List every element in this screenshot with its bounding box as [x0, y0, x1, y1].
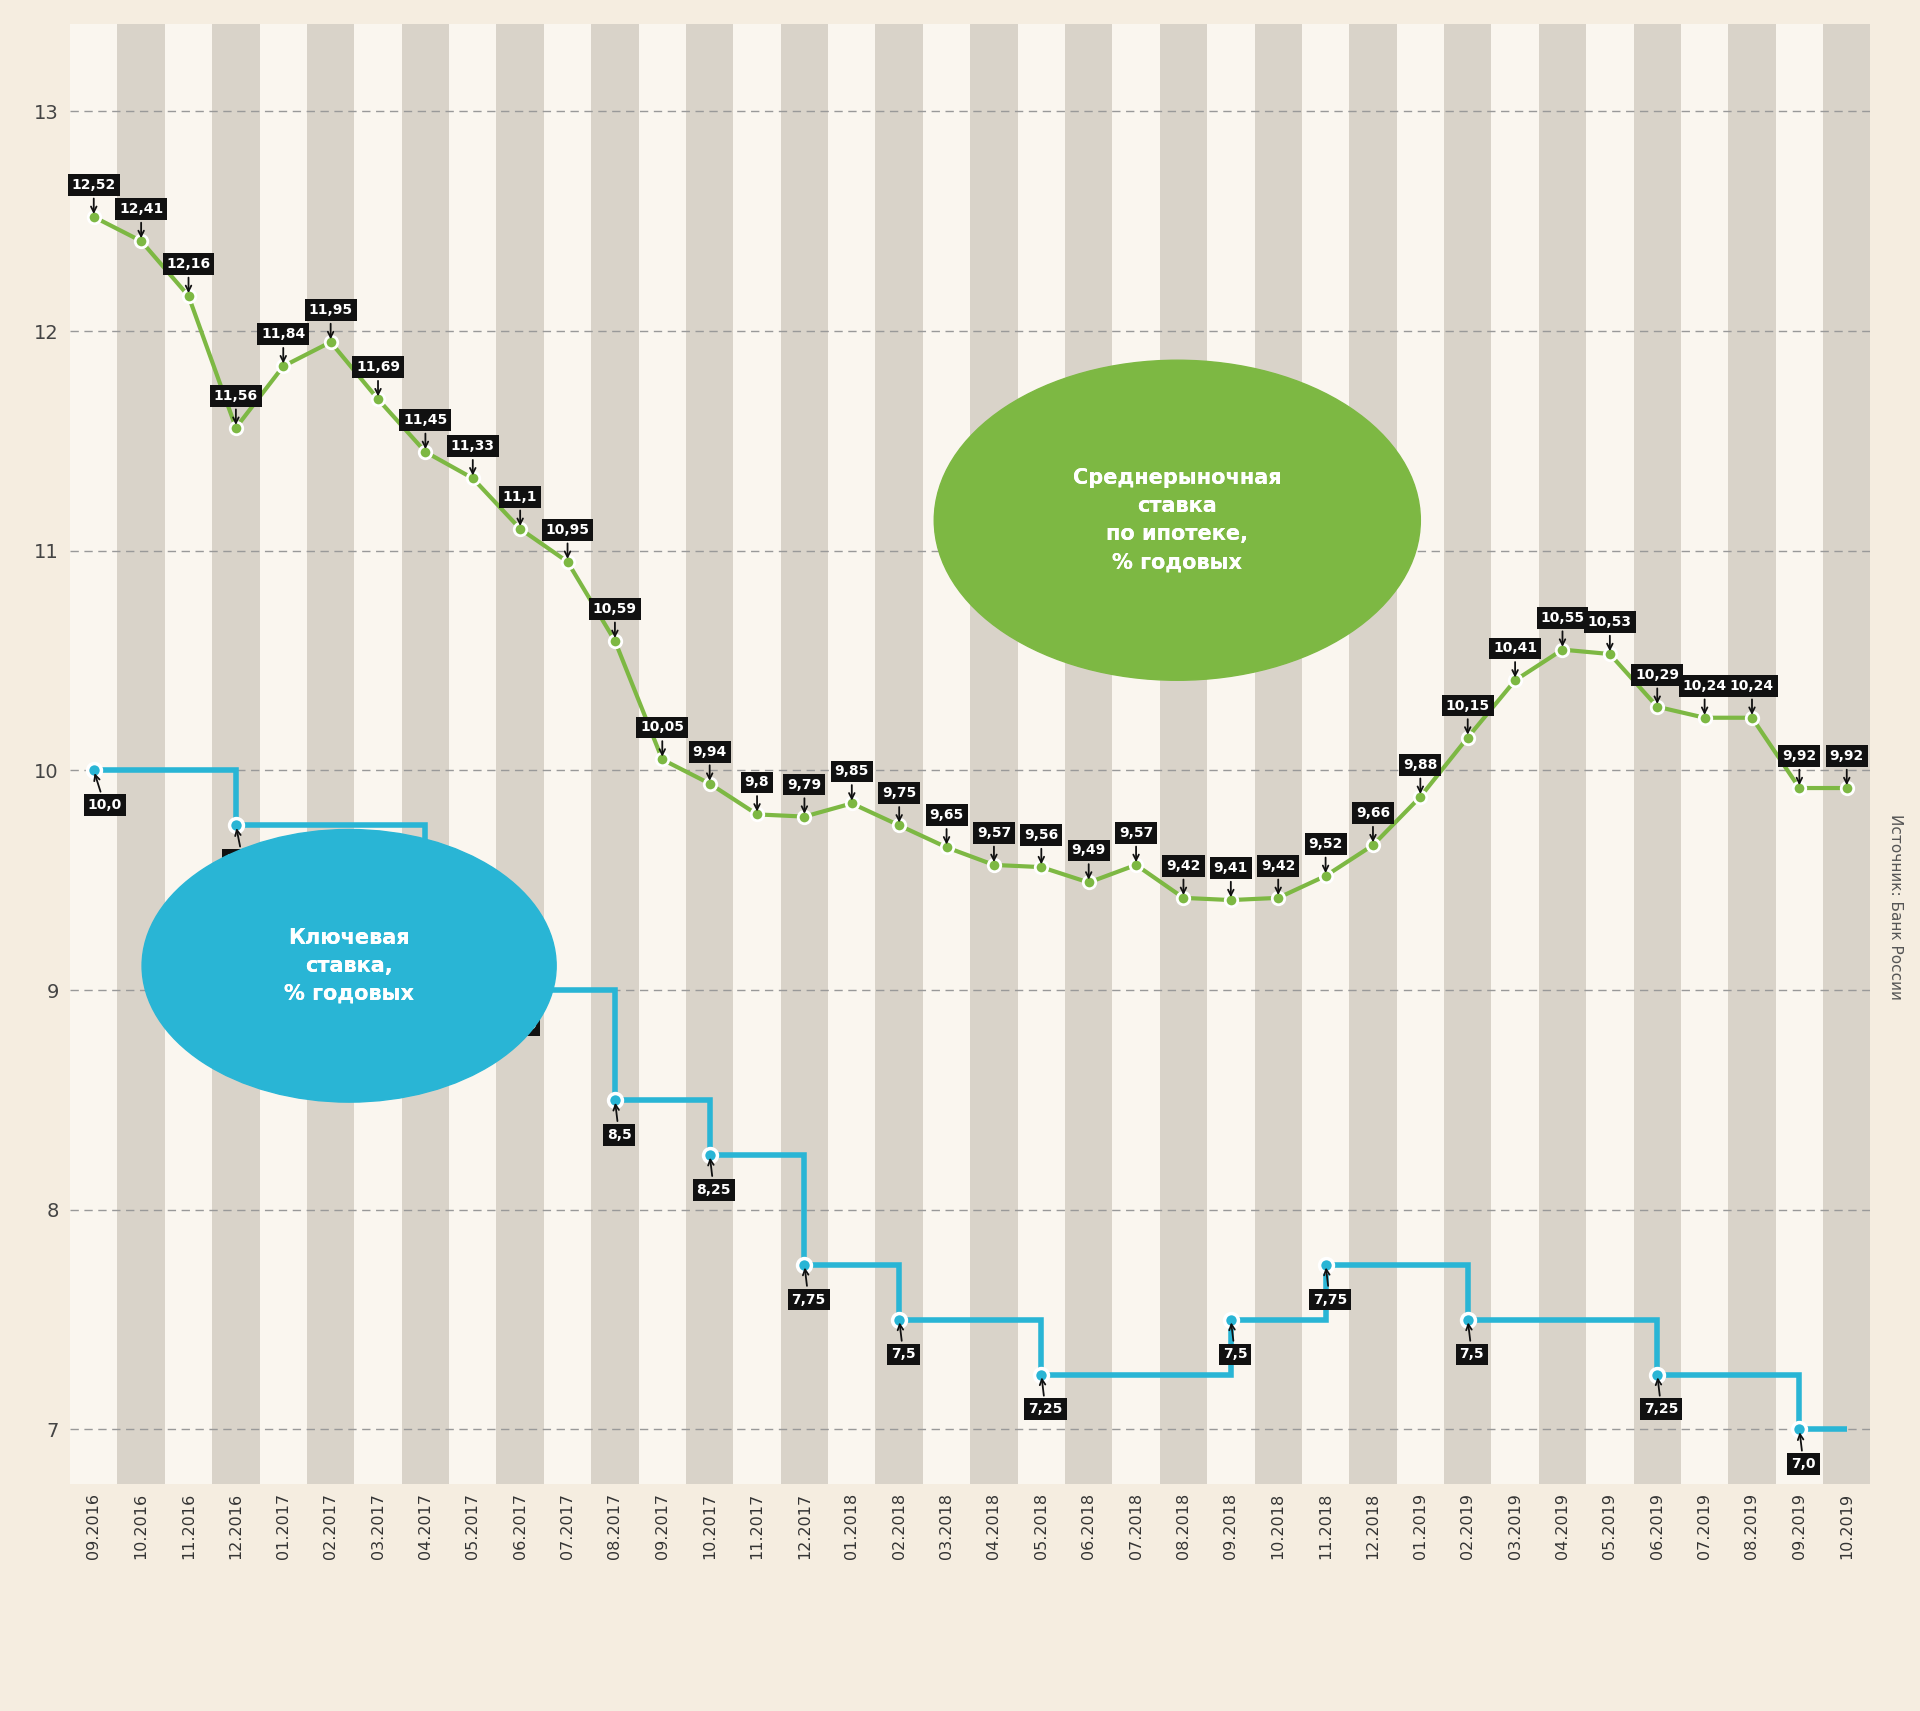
Bar [449, 24, 497, 1485]
Text: Среднерыночная
ставка
по ипотеке,
% годовых: Среднерыночная ставка по ипотеке, % годо… [1073, 469, 1283, 571]
Text: 9,66: 9,66 [1356, 806, 1390, 840]
Bar [1302, 24, 1350, 1485]
Text: 9,0: 9,0 [513, 994, 536, 1032]
Text: 9,79: 9,79 [787, 777, 822, 811]
Text: 11,45: 11,45 [403, 412, 447, 447]
Text: 9,41: 9,41 [1213, 861, 1248, 895]
Bar [543, 24, 591, 1485]
Bar [591, 24, 639, 1485]
Text: 10,15: 10,15 [1446, 698, 1490, 732]
Text: Ключевая
ставка,
% годовых: Ключевая ставка, % годовых [284, 927, 415, 1004]
Text: Среднерыночная
ставка
по ипотеке,
% годовых: Среднерыночная ставка по ипотеке, % годо… [1073, 469, 1283, 571]
Bar [970, 24, 1018, 1485]
Text: 9,75: 9,75 [227, 830, 259, 867]
Bar [828, 24, 876, 1485]
Text: 10,41: 10,41 [1494, 642, 1538, 676]
Bar [1160, 24, 1208, 1485]
Text: 9,57: 9,57 [977, 826, 1012, 861]
Bar [1634, 24, 1680, 1485]
Text: 11,69: 11,69 [355, 361, 399, 395]
Bar [1066, 24, 1112, 1485]
Text: 9,88: 9,88 [1404, 758, 1438, 792]
Text: 9,56: 9,56 [1023, 828, 1058, 862]
Text: 10,05: 10,05 [639, 720, 684, 755]
Text: 11,56: 11,56 [213, 388, 257, 423]
Text: 9,75: 9,75 [881, 787, 916, 821]
Text: 10,0: 10,0 [88, 775, 123, 813]
Bar [1018, 24, 1066, 1485]
Bar [1728, 24, 1776, 1485]
Text: 11,84: 11,84 [261, 327, 305, 361]
Ellipse shape [142, 830, 557, 1102]
Text: 7,0: 7,0 [1791, 1434, 1816, 1471]
Bar [1112, 24, 1160, 1485]
Bar [259, 24, 307, 1485]
Text: 10,55: 10,55 [1540, 611, 1584, 645]
Text: 10,53: 10,53 [1588, 614, 1632, 648]
Text: 7,5: 7,5 [891, 1324, 916, 1362]
Text: 10,29: 10,29 [1636, 667, 1680, 702]
Bar [1444, 24, 1492, 1485]
Text: Ключевая
ставка,
% годовых: Ключевая ставка, % годовых [284, 927, 415, 1004]
Text: 11,1: 11,1 [503, 489, 538, 524]
Bar [876, 24, 924, 1485]
Bar [639, 24, 685, 1485]
Text: 7,5: 7,5 [1223, 1324, 1248, 1362]
Text: 9,85: 9,85 [835, 765, 870, 799]
Text: 11,95: 11,95 [309, 303, 353, 337]
Text: 10,95: 10,95 [545, 524, 589, 558]
Text: 9,25: 9,25 [415, 939, 449, 977]
Text: 10,24: 10,24 [1730, 679, 1774, 713]
Text: 9,57: 9,57 [1119, 826, 1154, 861]
Text: 9,49: 9,49 [1071, 844, 1106, 878]
Text: 7,25: 7,25 [1644, 1379, 1678, 1417]
Text: 7,25: 7,25 [1029, 1379, 1062, 1417]
Bar [1586, 24, 1634, 1485]
Bar [1492, 24, 1538, 1485]
Bar [733, 24, 781, 1485]
Bar [69, 24, 117, 1485]
Text: 8,5: 8,5 [607, 1105, 632, 1141]
Text: Источник: Банк России: Источник: Банк России [1887, 814, 1903, 999]
Bar [1680, 24, 1728, 1485]
Text: 7,75: 7,75 [1313, 1270, 1348, 1307]
Bar [1208, 24, 1254, 1485]
Bar [1396, 24, 1444, 1485]
Text: 9,42: 9,42 [1165, 859, 1200, 893]
Bar [497, 24, 543, 1485]
Text: 10,24: 10,24 [1682, 679, 1726, 713]
Text: 7,75: 7,75 [791, 1270, 826, 1307]
Bar [213, 24, 259, 1485]
Ellipse shape [935, 361, 1421, 681]
Text: 12,16: 12,16 [167, 257, 211, 291]
Text: 9,8: 9,8 [745, 775, 770, 809]
Text: 9,92: 9,92 [1782, 749, 1816, 784]
Bar [781, 24, 828, 1485]
Bar [685, 24, 733, 1485]
Bar [401, 24, 449, 1485]
Bar [924, 24, 970, 1485]
Bar [165, 24, 213, 1485]
Text: 11,33: 11,33 [451, 440, 495, 474]
Bar [117, 24, 165, 1485]
Text: 12,41: 12,41 [119, 202, 163, 236]
Text: 10,59: 10,59 [593, 602, 637, 636]
Text: 9,92: 9,92 [1830, 749, 1864, 784]
Bar [1538, 24, 1586, 1485]
Text: 9,94: 9,94 [693, 744, 728, 779]
Bar [355, 24, 401, 1485]
Text: 9,52: 9,52 [1308, 837, 1342, 871]
Text: 12,52: 12,52 [71, 178, 115, 212]
Bar [1254, 24, 1302, 1485]
Bar [1776, 24, 1824, 1485]
Bar [1350, 24, 1396, 1485]
Bar [307, 24, 355, 1485]
Text: 9,65: 9,65 [929, 808, 964, 842]
Text: 9,42: 9,42 [1261, 859, 1296, 893]
Text: 7,5: 7,5 [1459, 1324, 1484, 1362]
Bar [1824, 24, 1870, 1485]
Text: 8,25: 8,25 [697, 1160, 732, 1196]
